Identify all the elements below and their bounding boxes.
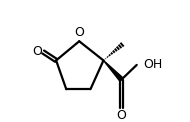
Text: OH: OH xyxy=(143,58,163,71)
Text: O: O xyxy=(32,46,42,58)
Polygon shape xyxy=(103,60,123,81)
Text: O: O xyxy=(74,26,84,39)
Text: O: O xyxy=(116,109,126,122)
